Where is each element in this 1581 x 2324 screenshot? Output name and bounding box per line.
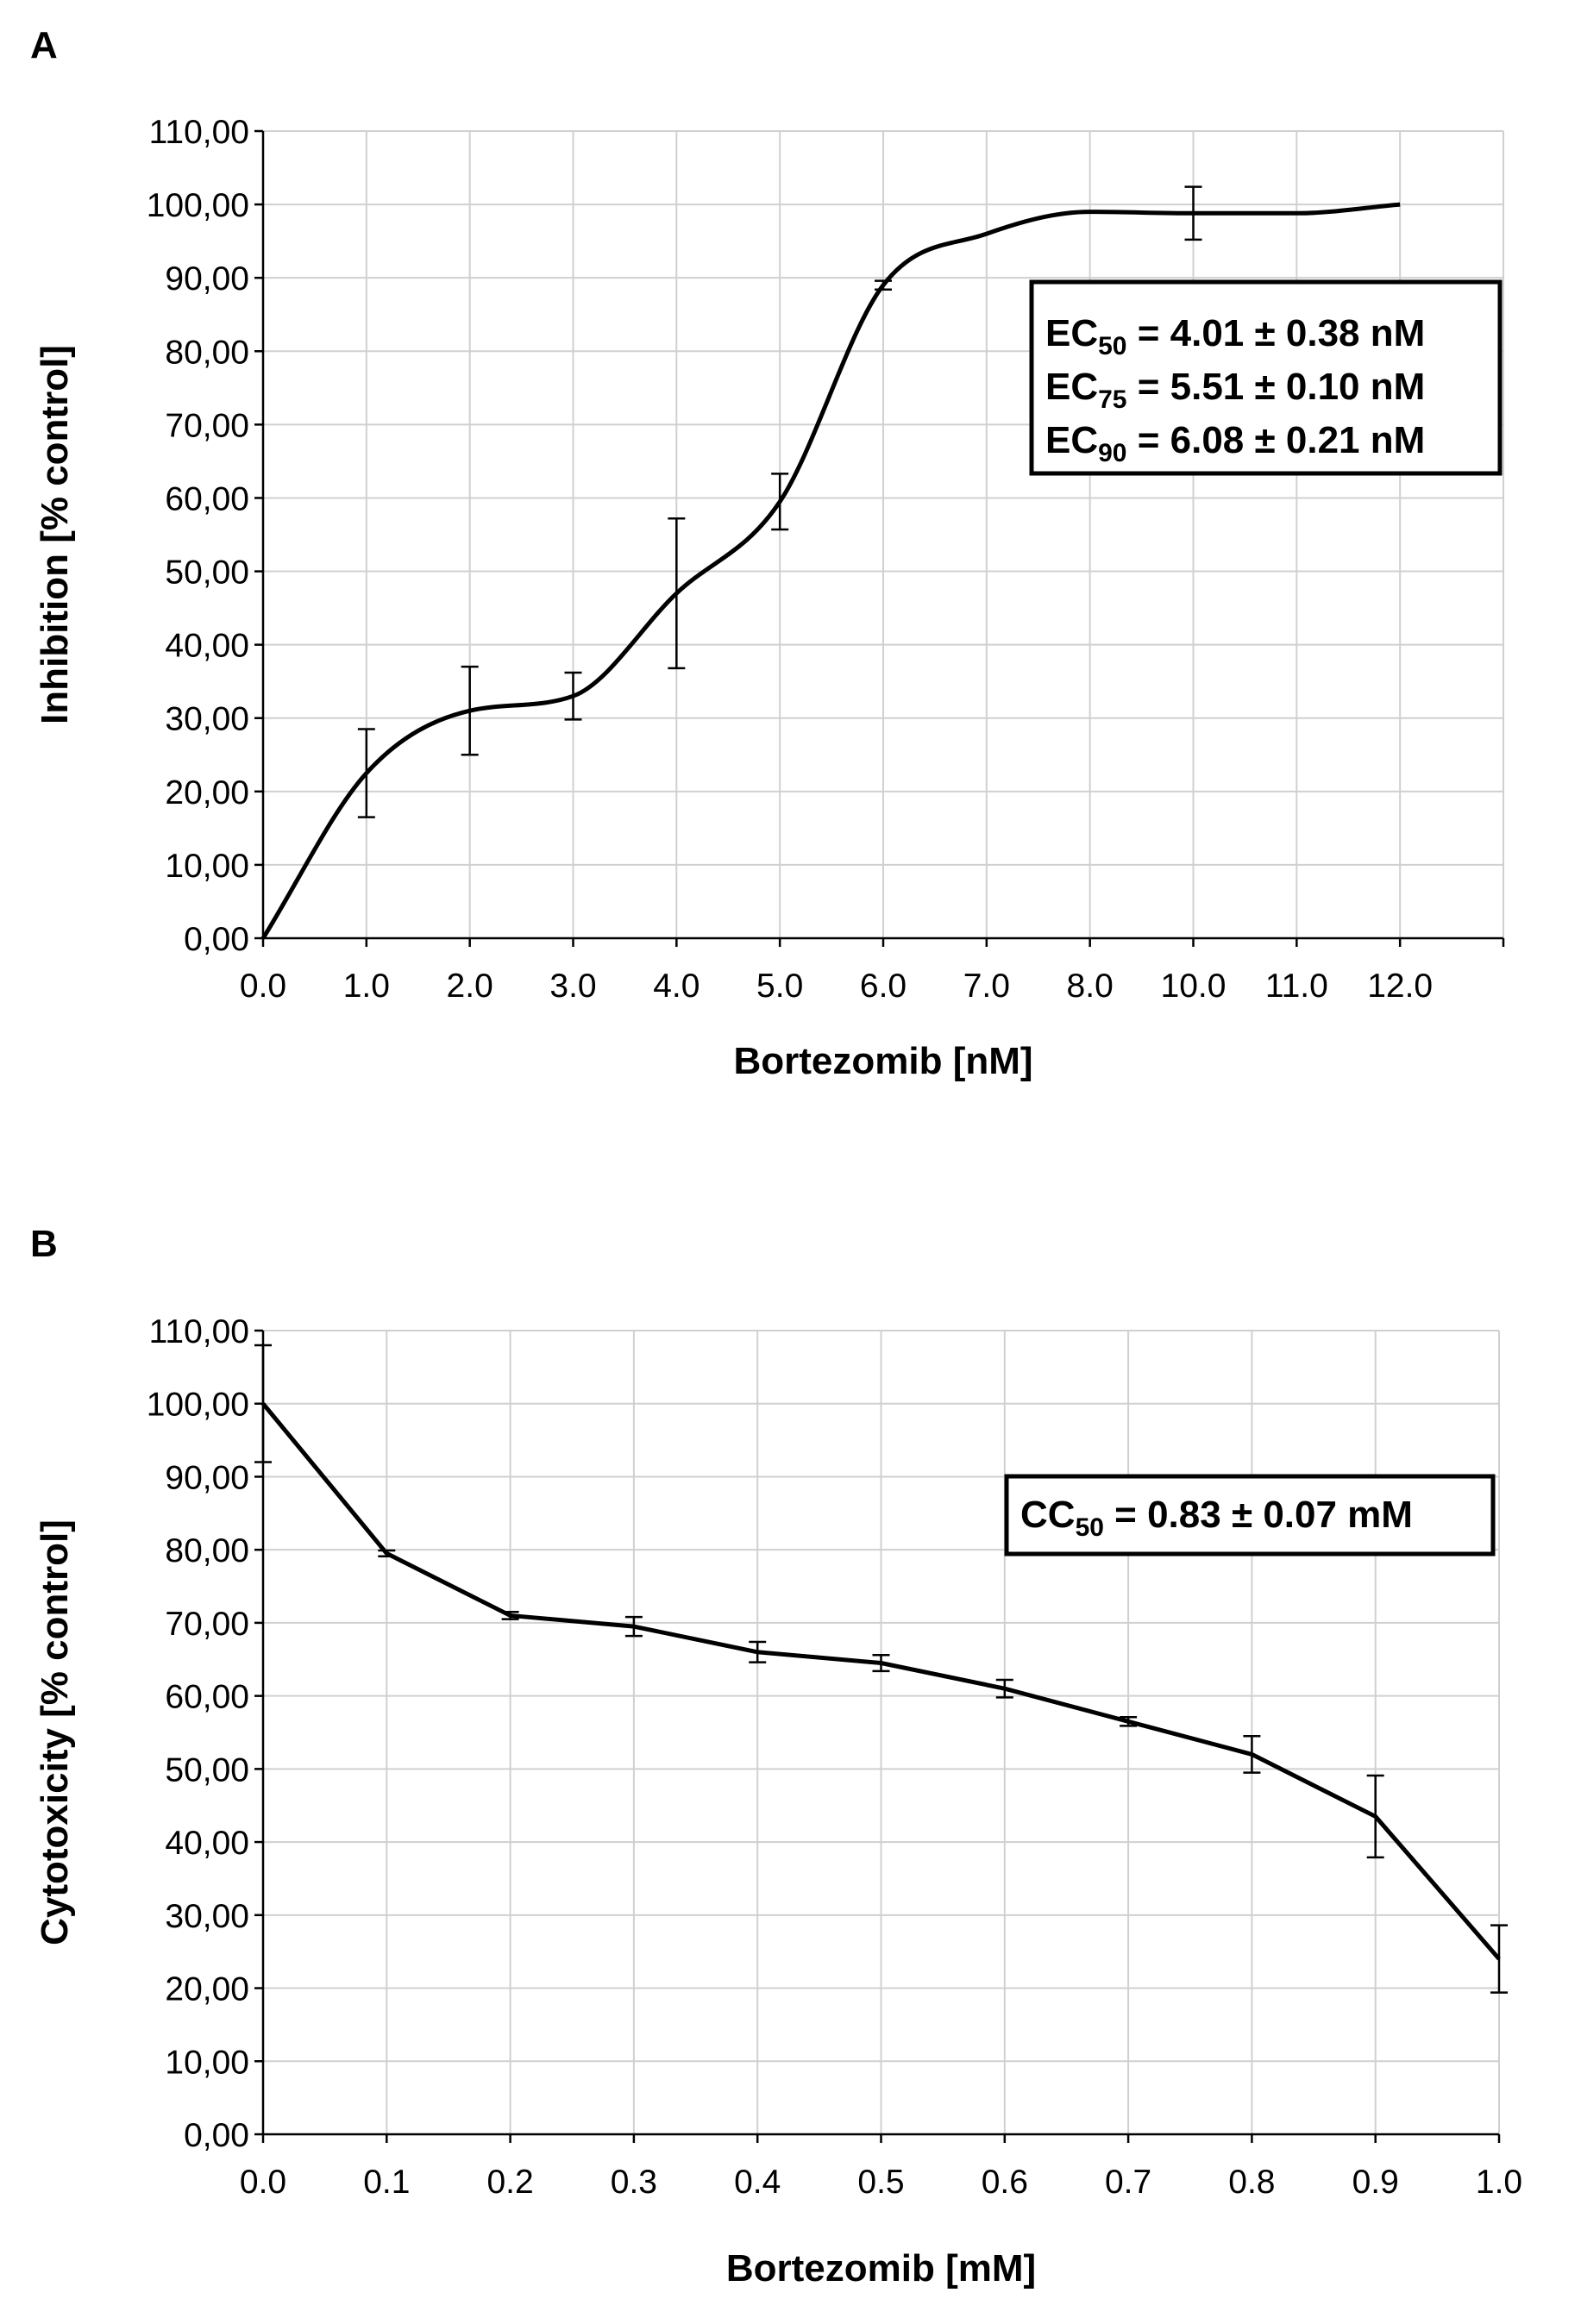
y-axis-title: Inhibition [% control] [34, 345, 76, 724]
y-tick-label: 50,00 [165, 554, 249, 592]
annotation-line: EC90 = 6.08 ± 0.21 nM [1045, 419, 1425, 467]
error-bar [461, 665, 479, 756]
x-tick-label: 0.4 [734, 2164, 781, 2201]
y-tick-label: 40,00 [165, 1825, 249, 1862]
y-tick-label: 0,00 [184, 921, 249, 958]
y-tick-label: 70,00 [165, 407, 249, 444]
y-tick-label: 10,00 [165, 848, 249, 885]
x-tick-label: 10.0 [1161, 968, 1227, 1005]
error-bar [1184, 185, 1202, 241]
x-axis-title: Bortezomib [mM] [726, 2247, 1036, 2290]
gridlines [263, 1330, 1500, 2134]
annotation-frame [1004, 1474, 1496, 1557]
y-tick-label: 20,00 [165, 774, 249, 811]
error-bar [1243, 1734, 1261, 1774]
error-bar [668, 517, 686, 670]
x-tick-label: 1.0 [343, 968, 390, 1005]
y-tick-label: 50,00 [165, 1751, 249, 1788]
error-bar [995, 1678, 1013, 1699]
gridlines [263, 130, 1504, 938]
error-bar [771, 473, 789, 531]
y-tick-label: 10,00 [165, 2044, 249, 2081]
y-tick-label: 30,00 [165, 1898, 249, 1935]
y-tick-label: 80,00 [165, 1532, 249, 1569]
x-tick-label: 4.0 [653, 968, 700, 1005]
annotation-box: CC50 = 0.83 ± 0.07 mM [1004, 1474, 1496, 1557]
annotation-line: EC75 = 5.51 ± 0.10 nM [1045, 366, 1425, 414]
error-bar [1490, 1924, 1508, 1994]
error-bar [357, 728, 375, 818]
y-tick-label: 0,00 [184, 2117, 249, 2154]
y-tick-label: 70,00 [165, 1606, 249, 1643]
panel-label-b: B [30, 1223, 58, 1265]
y-tick-label: 100,00 [147, 1387, 249, 1424]
annotation-box: EC50 = 4.01 ± 0.38 nM EC75 = 5.51 ± 0.10 … [1029, 279, 1503, 476]
x-tick-label: 0.1 [363, 2164, 410, 2201]
error-bars [254, 1344, 1508, 1994]
panel-label-a: A [30, 24, 58, 66]
y-tick-label: 80,00 [165, 334, 249, 371]
y-tick-label: 20,00 [165, 1971, 249, 2008]
y-tick-label: 40,00 [165, 628, 249, 665]
chart-b-cytotoxicity: 0,00 10,00 20,00 30,00 40,00 50,00 60,00 70,00 8… [34, 1313, 1522, 2290]
x-tick-label: 1.0 [1476, 2164, 1522, 2201]
x-axis-title: Bortezomib [nM] [733, 1040, 1032, 1082]
y-tick-label: 60,00 [165, 480, 249, 517]
x-tick-label: 5.0 [756, 968, 803, 1005]
x-tick-label: 0.0 [240, 2164, 286, 2201]
y-axis-title: Cytotoxicity [% control] [34, 1519, 76, 1945]
y-tick-label: 90,00 [165, 260, 249, 298]
x-tick-label: 0.3 [611, 2164, 657, 2201]
error-bar [1366, 1774, 1384, 1859]
x-tick-label: 3.0 [549, 968, 596, 1005]
y-tick-label: 60,00 [165, 1679, 249, 1716]
x-tick-label: 8.0 [1067, 968, 1114, 1005]
x-tick-label: 11.0 [1265, 968, 1328, 1005]
annotation-line: CC50 = 0.83 ± 0.07 mM [1020, 1494, 1413, 1542]
x-tick-label: 2.0 [447, 968, 493, 1005]
annotation-line: EC50 = 4.01 ± 0.38 nM [1045, 312, 1425, 360]
error-bar [501, 1610, 519, 1620]
error-bar [624, 1615, 643, 1638]
error-bar [875, 279, 892, 291]
x-tick-label: 0.6 [982, 2164, 1028, 2201]
y-tick-label: 90,00 [165, 1459, 249, 1496]
x-tick-label: 0.9 [1352, 2164, 1399, 2201]
error-bar [749, 1640, 767, 1663]
x-tick-label: 0.7 [1105, 2164, 1151, 2201]
error-bar [1120, 1715, 1138, 1727]
x-tick-label: 0.2 [486, 2164, 533, 2201]
x-tick-label: 0.0 [240, 968, 286, 1005]
x-tick-label: 7.0 [963, 968, 1010, 1005]
error-bar [254, 1344, 272, 1463]
x-tick-label: 0.5 [857, 2164, 904, 2201]
error-bars [357, 185, 1202, 818]
x-tick-label: 6.0 [860, 968, 907, 1005]
y-tick-label: 30,00 [165, 701, 249, 738]
y-tick-label: 110,00 [149, 1313, 249, 1350]
y-tick-label: 100,00 [147, 187, 249, 224]
annotation-frame [1029, 279, 1503, 476]
series-line [260, 202, 1401, 940]
chart-a-inhibition: 0,00 10,00 20,00 30,00 40,00 50,00 60,00 70,00 8… [34, 114, 1505, 1082]
x-tick-label: 12.0 [1367, 968, 1433, 1005]
x-tick-label: 0.8 [1228, 2164, 1275, 2201]
y-tick-label: 110,00 [149, 114, 249, 151]
error-bar [564, 671, 582, 721]
error-bar [378, 1549, 396, 1558]
error-bar [872, 1653, 890, 1673]
